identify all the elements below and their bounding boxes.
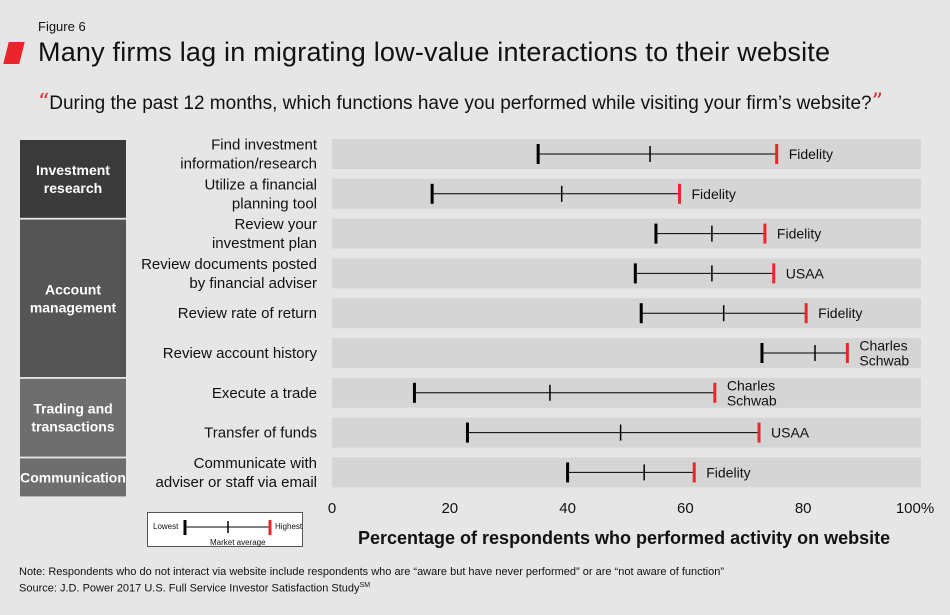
close-quote: ” xyxy=(871,90,883,115)
legend-lowest-label: Lowest xyxy=(153,522,179,531)
leader-label: Charles xyxy=(727,377,775,393)
category-box xyxy=(20,219,126,377)
row-band xyxy=(332,298,921,329)
source-superscript: SM xyxy=(359,582,371,589)
category-box xyxy=(20,140,126,218)
leader-label: Fidelity xyxy=(789,146,833,162)
x-tick-label: 60 xyxy=(677,500,694,517)
category-box xyxy=(20,458,126,497)
category-label: research xyxy=(44,180,102,196)
survey-question: “During the past 12 months, which functi… xyxy=(38,90,883,115)
leader-label: Fidelity xyxy=(706,464,750,480)
leader-label: USAA xyxy=(771,425,810,441)
legend-graphic xyxy=(183,520,272,535)
row-label: Communicate with xyxy=(194,455,317,472)
x-tick-label: 20 xyxy=(441,500,458,517)
x-tick-label: 0 xyxy=(328,500,336,517)
category-box xyxy=(20,378,126,457)
source-line: Source: J.D. Power 2017 U.S. Full Servic… xyxy=(19,579,724,596)
open-quote: “ xyxy=(38,90,50,115)
row-band xyxy=(332,218,921,249)
question-text: During the past 12 months, which functio… xyxy=(49,93,872,114)
figure-label: Figure 6 xyxy=(38,19,86,34)
row-label: Find investment xyxy=(211,137,318,154)
chart-title: Many firms lag in migrating low-value in… xyxy=(38,37,831,67)
row-label: planning tool xyxy=(232,195,317,212)
leader-label: Schwab xyxy=(727,392,777,408)
category-label: Investment xyxy=(36,162,110,178)
row-label: Utilize a financial xyxy=(204,176,317,193)
row-label: Review rate of return xyxy=(178,305,317,322)
x-tick-label: 100% xyxy=(896,500,934,517)
source-text: Source: J.D. Power 2017 U.S. Full Servic… xyxy=(19,582,360,595)
legend: Lowest Highest Market average xyxy=(147,512,303,547)
leader-label: Fidelity xyxy=(692,186,736,202)
x-tick-label: 80 xyxy=(795,500,812,517)
row-label: Transfer of funds xyxy=(204,425,317,442)
row-band xyxy=(332,258,921,289)
leader-label: Charles xyxy=(859,338,907,354)
legend-average-label: Market average xyxy=(210,538,266,547)
row-label: Review account history xyxy=(163,345,318,362)
row-label: Review documents posted xyxy=(141,256,317,273)
leader-label: Schwab xyxy=(859,353,909,369)
row-label: information/research xyxy=(180,156,317,173)
leader-label: Fidelity xyxy=(777,226,821,242)
legend-highest-label: Highest xyxy=(275,522,303,531)
note-text: Note: Respondents who do not interact vi… xyxy=(19,566,725,578)
row-label: Review your xyxy=(234,216,317,233)
row-label: investment plan xyxy=(212,235,317,252)
category-label: Communication xyxy=(20,469,126,485)
category-label: Trading and xyxy=(33,401,112,417)
row-label: by financial adviser xyxy=(189,275,317,292)
row-label: Execute a trade xyxy=(212,385,317,402)
x-axis-title: Percentage of respondents who performed … xyxy=(358,528,891,548)
category-label: transactions xyxy=(31,419,114,435)
category-label: Account xyxy=(45,281,101,297)
footnote: Note: Respondents who do not interact vi… xyxy=(19,566,724,596)
row-label: adviser or staff via email xyxy=(156,474,317,491)
category-label: management xyxy=(30,299,117,315)
x-tick-label: 40 xyxy=(559,500,576,517)
leader-label: Fidelity xyxy=(818,305,862,321)
leader-label: USAA xyxy=(786,265,825,281)
